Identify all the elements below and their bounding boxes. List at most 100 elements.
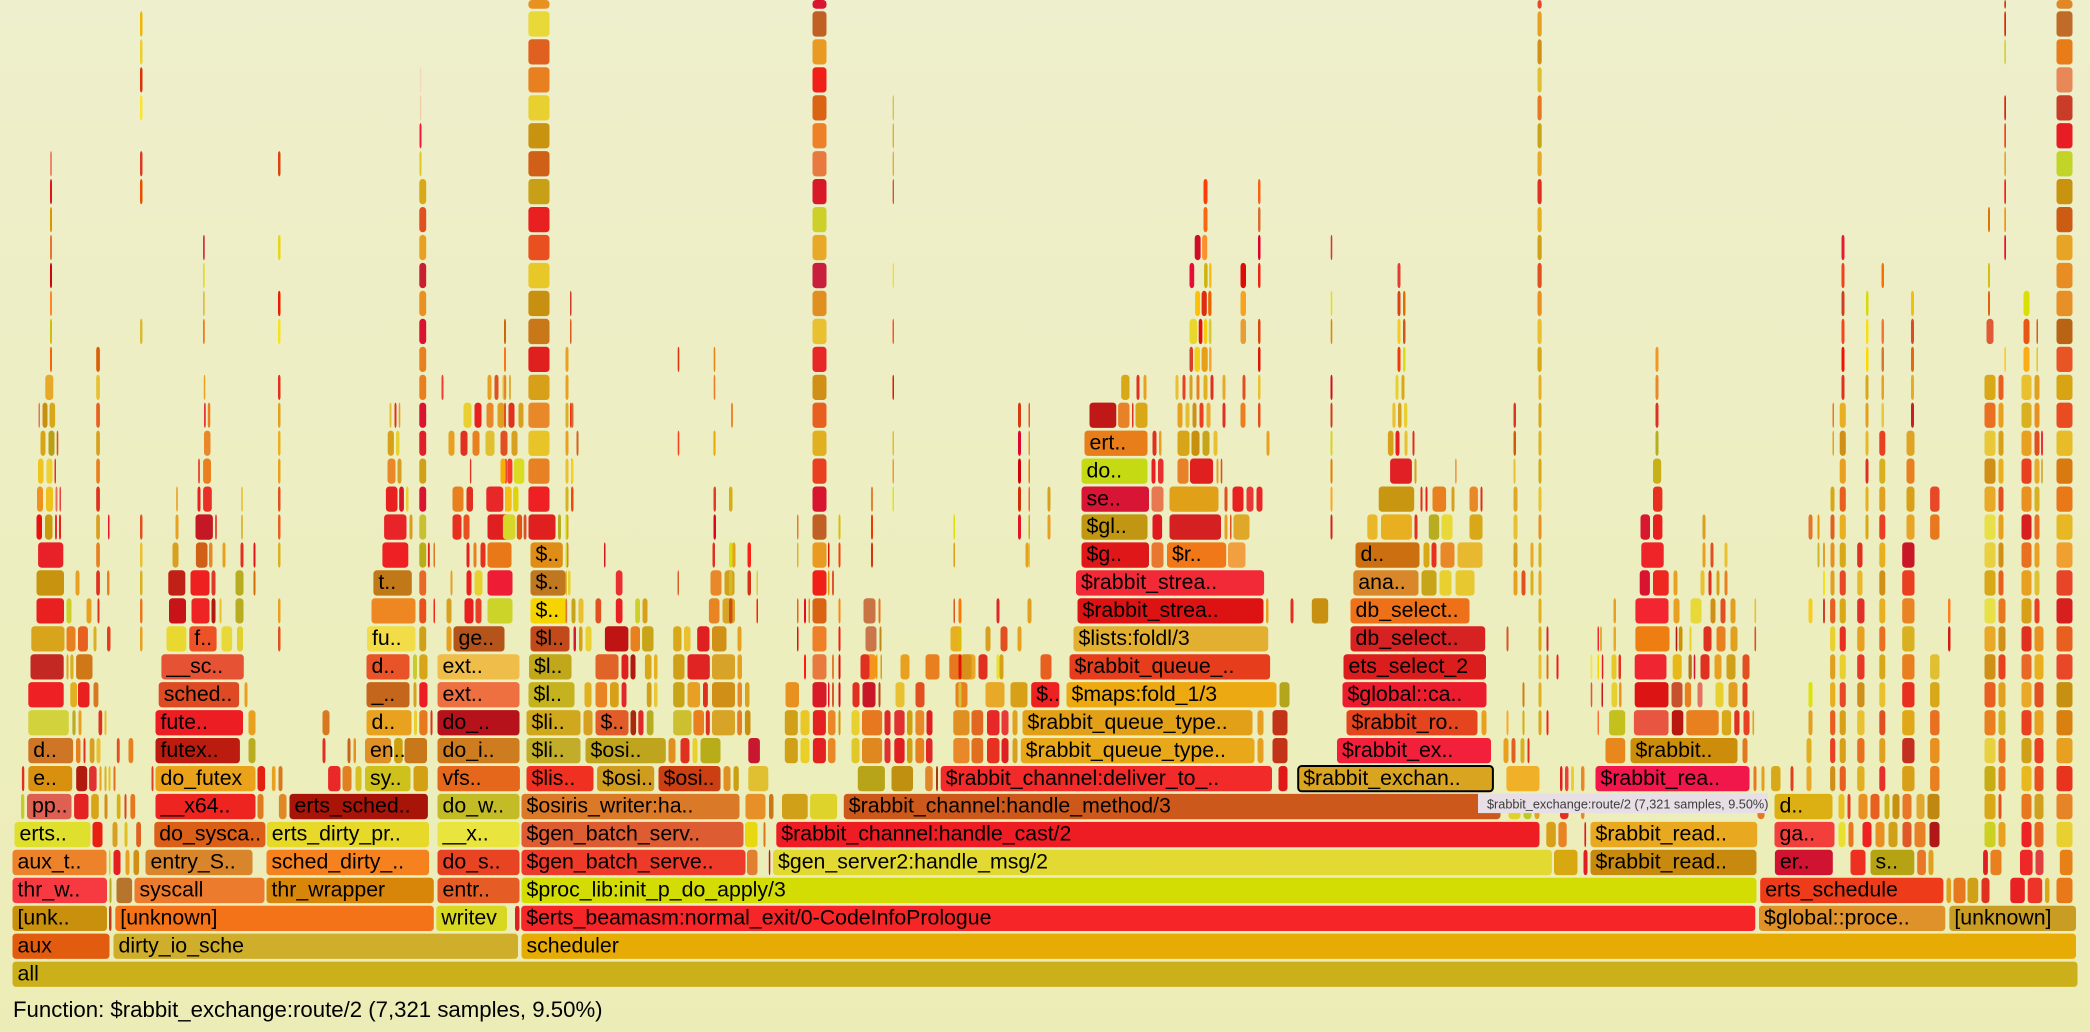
svg-text:sched_dirty_..: sched_dirty_.. bbox=[272, 850, 405, 874]
svg-text:d..: d.. bbox=[1361, 542, 1385, 566]
svg-text:do..: do.. bbox=[1087, 458, 1123, 482]
svg-text:d..: d.. bbox=[33, 738, 57, 762]
svg-text:ert..: ert.. bbox=[1090, 430, 1127, 454]
svg-text:$osi..: $osi.. bbox=[664, 766, 715, 790]
svg-text:$osi..: $osi.. bbox=[602, 766, 653, 790]
svg-text:[unknown]: [unknown] bbox=[1954, 906, 2051, 930]
svg-text:entr..: entr.. bbox=[443, 878, 490, 902]
svg-text:ext..: ext.. bbox=[443, 682, 483, 706]
svg-text:$rabbit_channel:handle_cast/2: $rabbit_channel:handle_cast/2 bbox=[781, 822, 1071, 846]
svg-text:$..: $.. bbox=[536, 570, 560, 594]
svg-text:do_w..: do_w.. bbox=[443, 794, 505, 818]
svg-text:$r..: $r.. bbox=[1172, 542, 1202, 566]
svg-text:$gl..: $gl.. bbox=[1087, 514, 1127, 538]
svg-text:$..: $.. bbox=[1036, 682, 1060, 706]
svg-text:_..: _.. bbox=[371, 682, 396, 706]
svg-text:$rabbit_ex..: $rabbit_ex.. bbox=[1342, 738, 1453, 762]
svg-text:$osi..: $osi.. bbox=[591, 738, 642, 762]
svg-text:do_sysca..: do_sysca.. bbox=[159, 822, 261, 846]
svg-text:d..: d.. bbox=[372, 710, 396, 734]
svg-text:erts..: erts.. bbox=[20, 822, 67, 846]
svg-text:$gen_batch_serv..: $gen_batch_serv.. bbox=[527, 822, 701, 846]
svg-text:t..: t.. bbox=[378, 570, 396, 594]
svg-text:$rabbit_rea..: $rabbit_rea.. bbox=[1601, 766, 1721, 790]
svg-text:erts_schedule: erts_schedule bbox=[1765, 878, 1898, 902]
svg-text:[unk..: [unk.. bbox=[18, 906, 70, 930]
svg-text:$erts_beamasm:normal_exit/0-Co: $erts_beamasm:normal_exit/0-CodeInfoProl… bbox=[526, 906, 991, 930]
svg-text:en..: en.. bbox=[370, 738, 406, 762]
svg-text:se..: se.. bbox=[1087, 486, 1121, 510]
svg-text:sched..: sched.. bbox=[164, 682, 233, 706]
svg-text:ana..: ana.. bbox=[1358, 570, 1405, 594]
svg-text:$rabbit_queue_type..: $rabbit_queue_type.. bbox=[1028, 710, 1228, 734]
svg-text:$rabbit_exchan..: $rabbit_exchan.. bbox=[1303, 766, 1460, 790]
svg-text:db_select..: db_select.. bbox=[1356, 626, 1459, 650]
svg-text:ga..: ga.. bbox=[1780, 822, 1816, 846]
svg-text:fute..: fute.. bbox=[161, 710, 208, 734]
svg-text:$gen_server2:handle_msg/2: $gen_server2:handle_msg/2 bbox=[778, 850, 1048, 874]
svg-text:$maps:fold_1/3: $maps:fold_1/3 bbox=[1072, 682, 1218, 706]
svg-text:scheduler: scheduler bbox=[527, 933, 619, 957]
svg-text:e..: e.. bbox=[33, 766, 57, 790]
svg-text:entry_S..: entry_S.. bbox=[151, 850, 236, 874]
svg-text:thr_w..: thr_w.. bbox=[18, 878, 81, 902]
svg-text:erts_sched..: erts_sched.. bbox=[295, 794, 411, 818]
svg-text:__x64..: __x64.. bbox=[160, 794, 231, 818]
svg-text:writev: writev bbox=[440, 906, 497, 930]
svg-text:$..: $.. bbox=[536, 598, 560, 622]
svg-text:$l..: $l.. bbox=[534, 654, 562, 678]
svg-text:do_i..: do_i.. bbox=[443, 738, 495, 762]
svg-text:$lists:foldl/3: $lists:foldl/3 bbox=[1079, 626, 1190, 650]
svg-text:$rabbit_strea..: $rabbit_strea.. bbox=[1083, 598, 1219, 622]
svg-text:pp..: pp.. bbox=[32, 794, 68, 818]
svg-text:$lis..: $lis.. bbox=[532, 766, 576, 790]
svg-text:$li..: $li.. bbox=[532, 710, 565, 734]
svg-text:f..: f.. bbox=[194, 626, 212, 650]
svg-text:$rabbit_queue_type..: $rabbit_queue_type.. bbox=[1026, 738, 1226, 762]
svg-text:$..: $.. bbox=[536, 542, 560, 566]
svg-text:s..: s.. bbox=[1876, 850, 1898, 874]
svg-text:do_s..: do_s.. bbox=[443, 850, 501, 874]
svg-text:$l..: $l.. bbox=[536, 626, 564, 650]
svg-text:aux: aux bbox=[18, 933, 53, 957]
svg-text:[unknown]: [unknown] bbox=[120, 906, 217, 930]
svg-text:all: all bbox=[18, 961, 39, 985]
svg-text:d..: d.. bbox=[372, 654, 396, 678]
svg-text:$proc_lib:init_p_do_apply/3: $proc_lib:init_p_do_apply/3 bbox=[527, 878, 786, 902]
svg-text:$osiris_writer:ha..: $osiris_writer:ha.. bbox=[527, 794, 694, 818]
svg-text:erts_dirty_pr..: erts_dirty_pr.. bbox=[272, 822, 401, 846]
svg-text:$li..: $li.. bbox=[532, 738, 565, 762]
svg-text:do_..: do_.. bbox=[443, 710, 490, 734]
svg-text:fu..: fu.. bbox=[372, 626, 402, 650]
svg-text:aux_t..: aux_t.. bbox=[18, 850, 82, 874]
svg-text:$l..: $l.. bbox=[534, 682, 562, 706]
svg-text:ext..: ext.. bbox=[443, 654, 483, 678]
svg-text:vfs..: vfs.. bbox=[443, 766, 482, 790]
svg-text:$rabbit_strea..: $rabbit_strea.. bbox=[1081, 570, 1217, 594]
svg-text:__sc..: __sc.. bbox=[165, 654, 223, 678]
svg-text:sy..: sy.. bbox=[370, 766, 402, 790]
svg-text:ge..: ge.. bbox=[459, 626, 495, 650]
svg-text:$rabbit_ro..: $rabbit_ro.. bbox=[1352, 710, 1460, 734]
svg-text:$..: $.. bbox=[601, 710, 625, 734]
svg-text:db_select..: db_select.. bbox=[1356, 598, 1459, 622]
svg-text:thr_wrapper: thr_wrapper bbox=[272, 878, 386, 902]
svg-text:ets_select_2: ets_select_2 bbox=[1349, 654, 1469, 678]
svg-text:d..: d.. bbox=[1780, 794, 1804, 818]
svg-text:$rabbit_channel:handle_method/: $rabbit_channel:handle_method/3 bbox=[849, 794, 1171, 818]
svg-text:$gen_batch_serve..: $gen_batch_serve.. bbox=[527, 850, 714, 874]
svg-text:do_futex: do_futex bbox=[161, 766, 243, 790]
svg-text:syscall: syscall bbox=[140, 878, 204, 902]
svg-text:__x..: __x.. bbox=[442, 822, 489, 846]
svg-text:$rabbit_read..: $rabbit_read.. bbox=[1596, 822, 1727, 846]
svg-text:dirty_io_sche: dirty_io_sche bbox=[119, 933, 244, 957]
svg-text:$global::proce..: $global::proce.. bbox=[1764, 906, 1910, 930]
svg-text:$rabbit..: $rabbit.. bbox=[1636, 738, 1713, 762]
svg-text:er..: er.. bbox=[1780, 850, 1810, 874]
svg-text:Function: $rabbit_exchange:rou: Function: $rabbit_exchange:route/2 (7,32… bbox=[13, 997, 603, 1022]
svg-text:$rabbit_exchange:route/2 (7,32: $rabbit_exchange:route/2 (7,321 samples,… bbox=[1487, 797, 1768, 811]
svg-text:$rabbit_queue_..: $rabbit_queue_.. bbox=[1075, 654, 1235, 678]
svg-text:$g..: $g.. bbox=[1087, 542, 1123, 566]
svg-text:futex..: futex.. bbox=[161, 738, 219, 762]
svg-text:$rabbit_read..: $rabbit_read.. bbox=[1596, 850, 1727, 874]
